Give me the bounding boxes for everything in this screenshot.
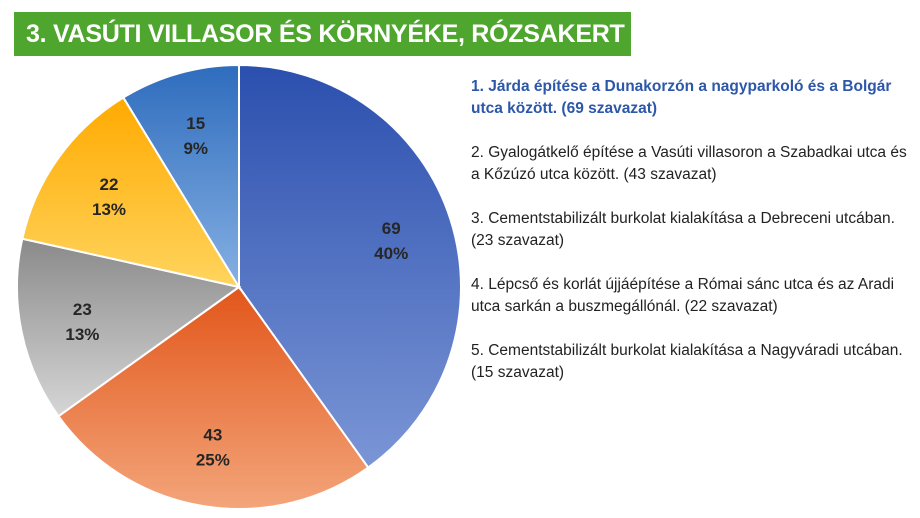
legend-item-2: 2. Gyalogátkelő építése a Vasúti villaso… <box>471 144 907 183</box>
slice-value-label-3: 23 <box>73 300 92 319</box>
slice-value-label-5: 15 <box>186 114 205 133</box>
chart-title: 3. VASÚTI VILLASOR ÉS KÖRNYÉKE, RÓZSAKER… <box>14 12 631 56</box>
pie-slice-4 <box>21 96 242 289</box>
slice-value-label-4: 22 <box>100 175 119 194</box>
slice-value-label-2: 43 <box>203 426 222 445</box>
legend-item-5: 5. Cementstabilizált burkolat kialakítás… <box>471 342 903 381</box>
legend-item-4: 4. Lépcső és korlát újjáépítése a Római … <box>471 276 895 315</box>
slice-percent-label-5: 9% <box>183 139 208 158</box>
slice-percent-label-4: 13% <box>92 200 126 219</box>
slice-percent-label-2: 25% <box>196 451 230 470</box>
legend: 1. Járda építése a Dunakorzón a nagypark… <box>471 76 911 406</box>
pie-slice-1 <box>238 63 462 469</box>
legend-item-3: 3. Cementstabilizált burkolat kialakítás… <box>471 210 895 249</box>
slice-percent-label-3: 13% <box>65 325 99 344</box>
pie-slice-2 <box>57 285 370 510</box>
legend-item-1: 1. Járda építése a Dunakorzón a nagypark… <box>471 78 892 117</box>
pie-slice-5 <box>121 63 240 291</box>
pie-slice-3 <box>16 237 242 418</box>
slice-value-label-1: 69 <box>382 219 401 238</box>
slice-percent-label-1: 40% <box>374 244 408 263</box>
